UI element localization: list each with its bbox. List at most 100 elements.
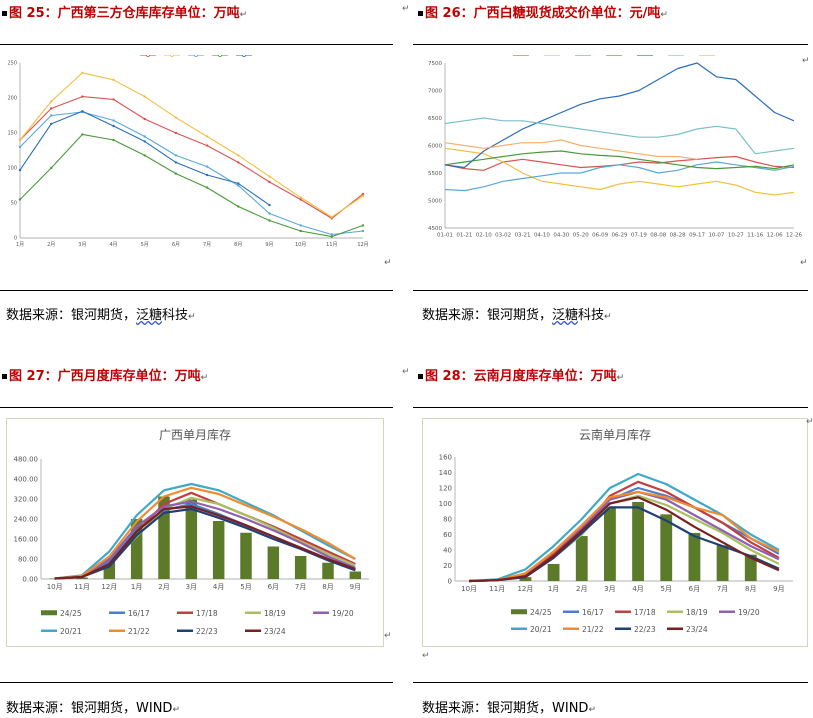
fig27-bar [294,556,307,579]
fig28-legend-label: 21/22 [582,625,604,634]
fig26-top-rule [413,44,808,45]
fig28-xtick-label: 11月 [489,585,505,593]
fig25-point [49,100,53,103]
fig25-point [81,133,84,136]
fig27-bar [212,521,225,579]
fig25-legend-label: 2022 [183,55,196,57]
fig26-xtick-label: 01-01 [437,233,453,239]
fig25-chart: 0 50 100 150 200 250 1月 2月 3月 4月 5月 6月 7月 8月 9月 10月 11月 1… [7,55,369,248]
fig26-chart: 4500 5000 5500 6000 6500 7000 7500 01-01 01-21 02… [428,55,802,239]
fig28-legend-label: 16/17 [582,608,604,617]
fig26-source: 数据来源：银河期货，泛糖科技↵ [422,308,612,323]
fig28-xtick-label: 10月 [461,585,477,593]
fig25-legend-marker [218,55,222,57]
fig25-point [205,186,209,189]
fig28-bar [660,514,673,581]
fig27-xtick-label: 12月 [101,583,117,591]
fig25-point [237,182,240,185]
fig25-point [112,124,115,128]
fig26-mark-top-right: ↵ [802,56,810,66]
fig25-point [174,172,178,175]
fig25-point [112,138,115,142]
fig28-series-line [469,506,780,583]
fig27-series-line [54,486,356,580]
fig25-point [143,117,146,121]
fig27-legend-label: 20/21 [60,627,82,636]
fig27-ytick-label: 400.00 [14,475,39,483]
fig27-xtick-label: 6月 [268,583,279,591]
fig25-point [174,116,178,119]
fig27-legend-label: 23/24 [264,627,286,636]
fig25-xtick-label: 6月 [172,242,180,248]
fig25-legend-marker [170,55,174,57]
fig25-point [18,138,22,142]
fig28-ytick-label: 40 [443,546,452,554]
fig28-ytick-label: 120 [439,484,452,492]
fig25-point [81,95,84,98]
fig27-legend-label: 21/22 [128,627,150,636]
fig25-point [237,205,240,208]
fig26-series-line [444,155,795,171]
fig28-xtick-label: 2月 [576,585,587,593]
fig28-chart-title: 云南单月库存 [579,427,651,442]
fig27-bar [76,577,88,579]
fig27-frame: 广西单月库存 0.00 80.00 160.00 240.00 320.00 400.00 4… [6,418,384,647]
fig25-point [205,165,209,168]
fig28-ytick-label: 60 [443,531,452,539]
fig25-point [237,161,240,164]
fig28-series-line [469,490,780,583]
fig25-point [299,229,302,233]
fig26-series-line [444,150,795,170]
fig28-legend-label: 20/21 [530,625,552,634]
fig25-point [81,71,84,74]
fig25-xtick-label: 8月 [234,242,242,248]
fig28-ytick-label: 80 [443,515,452,523]
fig25-point [330,233,334,236]
fig27-xtick-label: 2月 [158,583,169,591]
fig28-xtick-label: 12月 [517,585,533,593]
fig26-xtick-label: 02-10 [476,233,492,239]
fig27-ytick-label: 480.00 [14,455,39,463]
fig27-ytick-label: 0.00 [22,575,38,583]
fig28-legend-label: 23/24 [686,625,708,634]
fig25-point [361,224,365,227]
fig26-ytick-label: 5000 [428,198,442,204]
fig27-xtick-label: 9月 [350,583,361,591]
fig25-legend-label: 2021 [159,55,172,57]
fig27-legend-label: 24/25 [60,609,82,618]
fig26-xtick-label: 03-21 [515,233,531,239]
fig25-mark-right: ↵ [384,258,392,268]
fig28-legend-label: 19/20 [738,608,760,617]
fig28-legend-label: 17/18 [634,608,656,617]
fig28-xtick-label: 3月 [604,585,615,593]
fig25-point [49,114,53,117]
fig28-legend-label: 22/23 [634,625,656,634]
fig27-legend-label: 17/18 [196,609,218,618]
fig26-xtick-label: 04-30 [553,233,569,239]
fig28-xtick-label: 7月 [717,585,728,593]
fig28-mark-top-right: ↵ [806,417,813,427]
fig25-legend-label: 2025 [255,55,268,57]
fig27-bar [130,519,143,579]
fig28-legend-swatch [511,609,527,615]
fig25-series-line [19,96,364,219]
fig26-xtick-label: 07-19 [631,233,647,239]
fig26-mark-left: ↵ [402,4,410,14]
fig25-point [268,180,271,184]
fig27-title: 图 27：广西月度库存单位：万吨↵ [2,365,208,384]
fig27-xtick-label: 1月 [131,583,142,591]
fig25-xtick-label: 7月 [203,242,211,248]
fig28-series-line [469,490,780,583]
fig25-point [205,135,209,138]
fig25-ytick-label: 250 [7,61,17,67]
fig25-point [268,175,271,178]
fig28-xtick-label: 6月 [689,585,700,593]
fig28-bottom-rule [413,682,808,683]
fig25-ytick-label: 100 [7,166,17,172]
fig25-point [237,184,240,187]
fig25-top-rule [0,44,393,45]
fig28-bar [688,532,701,581]
fig25-series-line [19,110,270,206]
fig27-xtick-label: 3月 [186,583,197,591]
fig27-xtick-label: 10月 [47,583,63,591]
